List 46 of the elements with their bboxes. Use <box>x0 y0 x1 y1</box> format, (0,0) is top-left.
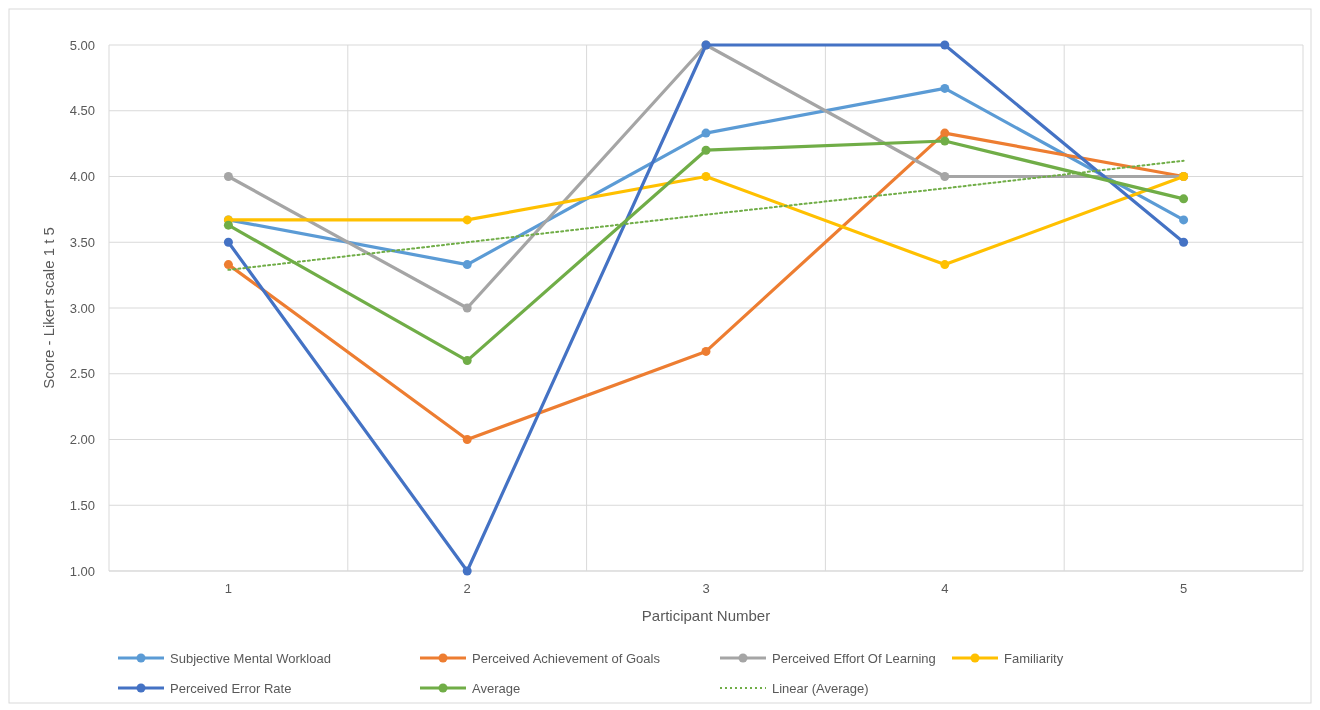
legend-label: Perceived Error Rate <box>170 680 292 696</box>
point <box>1179 194 1189 204</box>
point <box>940 136 950 146</box>
point <box>1179 237 1189 247</box>
point <box>701 346 711 356</box>
y-tick-label: 5.00 <box>69 37 95 53</box>
point <box>940 83 950 93</box>
point <box>462 435 472 444</box>
x-axis-title: Participant Number <box>641 607 771 624</box>
x-tick-label: 5 <box>1179 581 1188 596</box>
point <box>940 172 950 181</box>
y-tick-label: 3.50 <box>69 234 95 250</box>
x-tick-label: 1 <box>224 581 233 596</box>
point <box>462 356 472 366</box>
y-tick-label: 4.00 <box>69 169 95 185</box>
y-tick-label: 1.00 <box>69 563 95 579</box>
point <box>701 128 711 138</box>
x-tick-label: 3 <box>702 581 710 596</box>
point <box>462 566 472 576</box>
point <box>462 260 472 270</box>
y-axis-title: Score - Likert scale 1 t 5 <box>40 227 57 389</box>
point <box>1179 215 1189 225</box>
legend-label: Subjective Mental Workload <box>170 650 331 666</box>
point <box>462 215 472 225</box>
y-tick-label: 4.50 <box>69 103 95 119</box>
point <box>223 220 233 230</box>
legend-label: Familiarity <box>1004 650 1064 666</box>
legend-label: Perceived Achievement of Goals <box>472 650 661 666</box>
x-tick-label: 4 <box>941 581 949 596</box>
point <box>701 145 711 155</box>
x-tick-label: 2 <box>463 581 471 596</box>
y-tick-label: 2.00 <box>69 432 95 448</box>
point <box>223 260 233 270</box>
point <box>701 172 711 181</box>
point <box>940 260 950 270</box>
y-tick-label: 1.50 <box>69 497 95 513</box>
legend-label: Linear (Average) <box>772 680 869 696</box>
y-tick-label: 2.50 <box>69 366 95 382</box>
point <box>223 237 233 247</box>
point <box>940 40 950 50</box>
point <box>940 128 950 138</box>
point <box>223 172 233 181</box>
legend-label: Average <box>472 680 521 696</box>
legend-label: Perceived Effort Of Learning <box>772 650 936 666</box>
y-tick-label: 3.00 <box>69 300 95 316</box>
point <box>462 303 472 313</box>
